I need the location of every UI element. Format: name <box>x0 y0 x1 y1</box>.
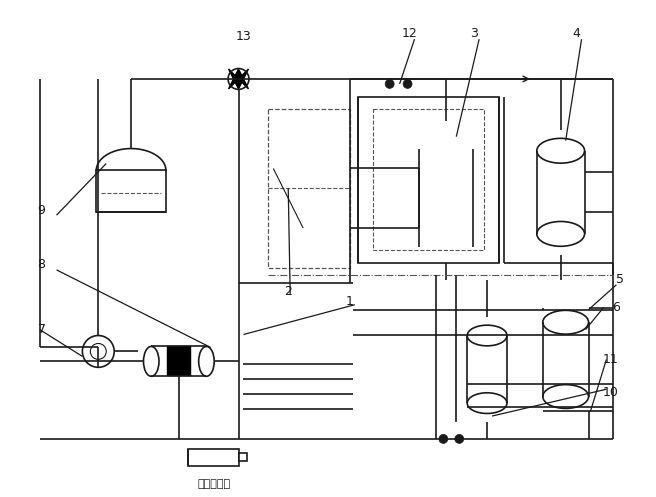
Text: 11: 11 <box>603 353 619 366</box>
Text: 6: 6 <box>613 301 621 314</box>
Text: 4: 4 <box>573 27 581 40</box>
Circle shape <box>439 434 448 443</box>
Circle shape <box>91 343 106 359</box>
Text: 3: 3 <box>470 27 478 40</box>
Text: 9: 9 <box>37 204 45 217</box>
Bar <box>188 449 239 466</box>
Ellipse shape <box>467 393 507 414</box>
Ellipse shape <box>199 346 215 376</box>
Circle shape <box>83 335 114 367</box>
Ellipse shape <box>144 346 159 376</box>
Text: 5: 5 <box>617 273 625 286</box>
Ellipse shape <box>419 136 473 164</box>
Text: 7: 7 <box>37 323 46 336</box>
Ellipse shape <box>543 385 588 409</box>
Ellipse shape <box>537 138 584 163</box>
Polygon shape <box>228 69 249 89</box>
Ellipse shape <box>537 222 584 247</box>
Text: 1: 1 <box>346 295 354 308</box>
Bar <box>358 97 499 263</box>
Text: 13: 13 <box>236 30 251 43</box>
Text: 原料天然气: 原料天然气 <box>197 479 230 489</box>
Circle shape <box>403 80 412 88</box>
Bar <box>167 346 191 376</box>
Text: 2: 2 <box>284 285 292 298</box>
Ellipse shape <box>543 310 588 334</box>
Ellipse shape <box>467 325 507 346</box>
Ellipse shape <box>419 233 473 261</box>
Bar <box>239 453 247 461</box>
Circle shape <box>385 80 394 88</box>
Text: 10: 10 <box>602 386 619 399</box>
Text: 12: 12 <box>401 27 417 40</box>
Bar <box>268 109 350 268</box>
Circle shape <box>455 434 464 443</box>
Polygon shape <box>228 69 249 89</box>
Text: 8: 8 <box>37 258 46 271</box>
Bar <box>96 170 166 212</box>
Bar <box>373 109 484 250</box>
